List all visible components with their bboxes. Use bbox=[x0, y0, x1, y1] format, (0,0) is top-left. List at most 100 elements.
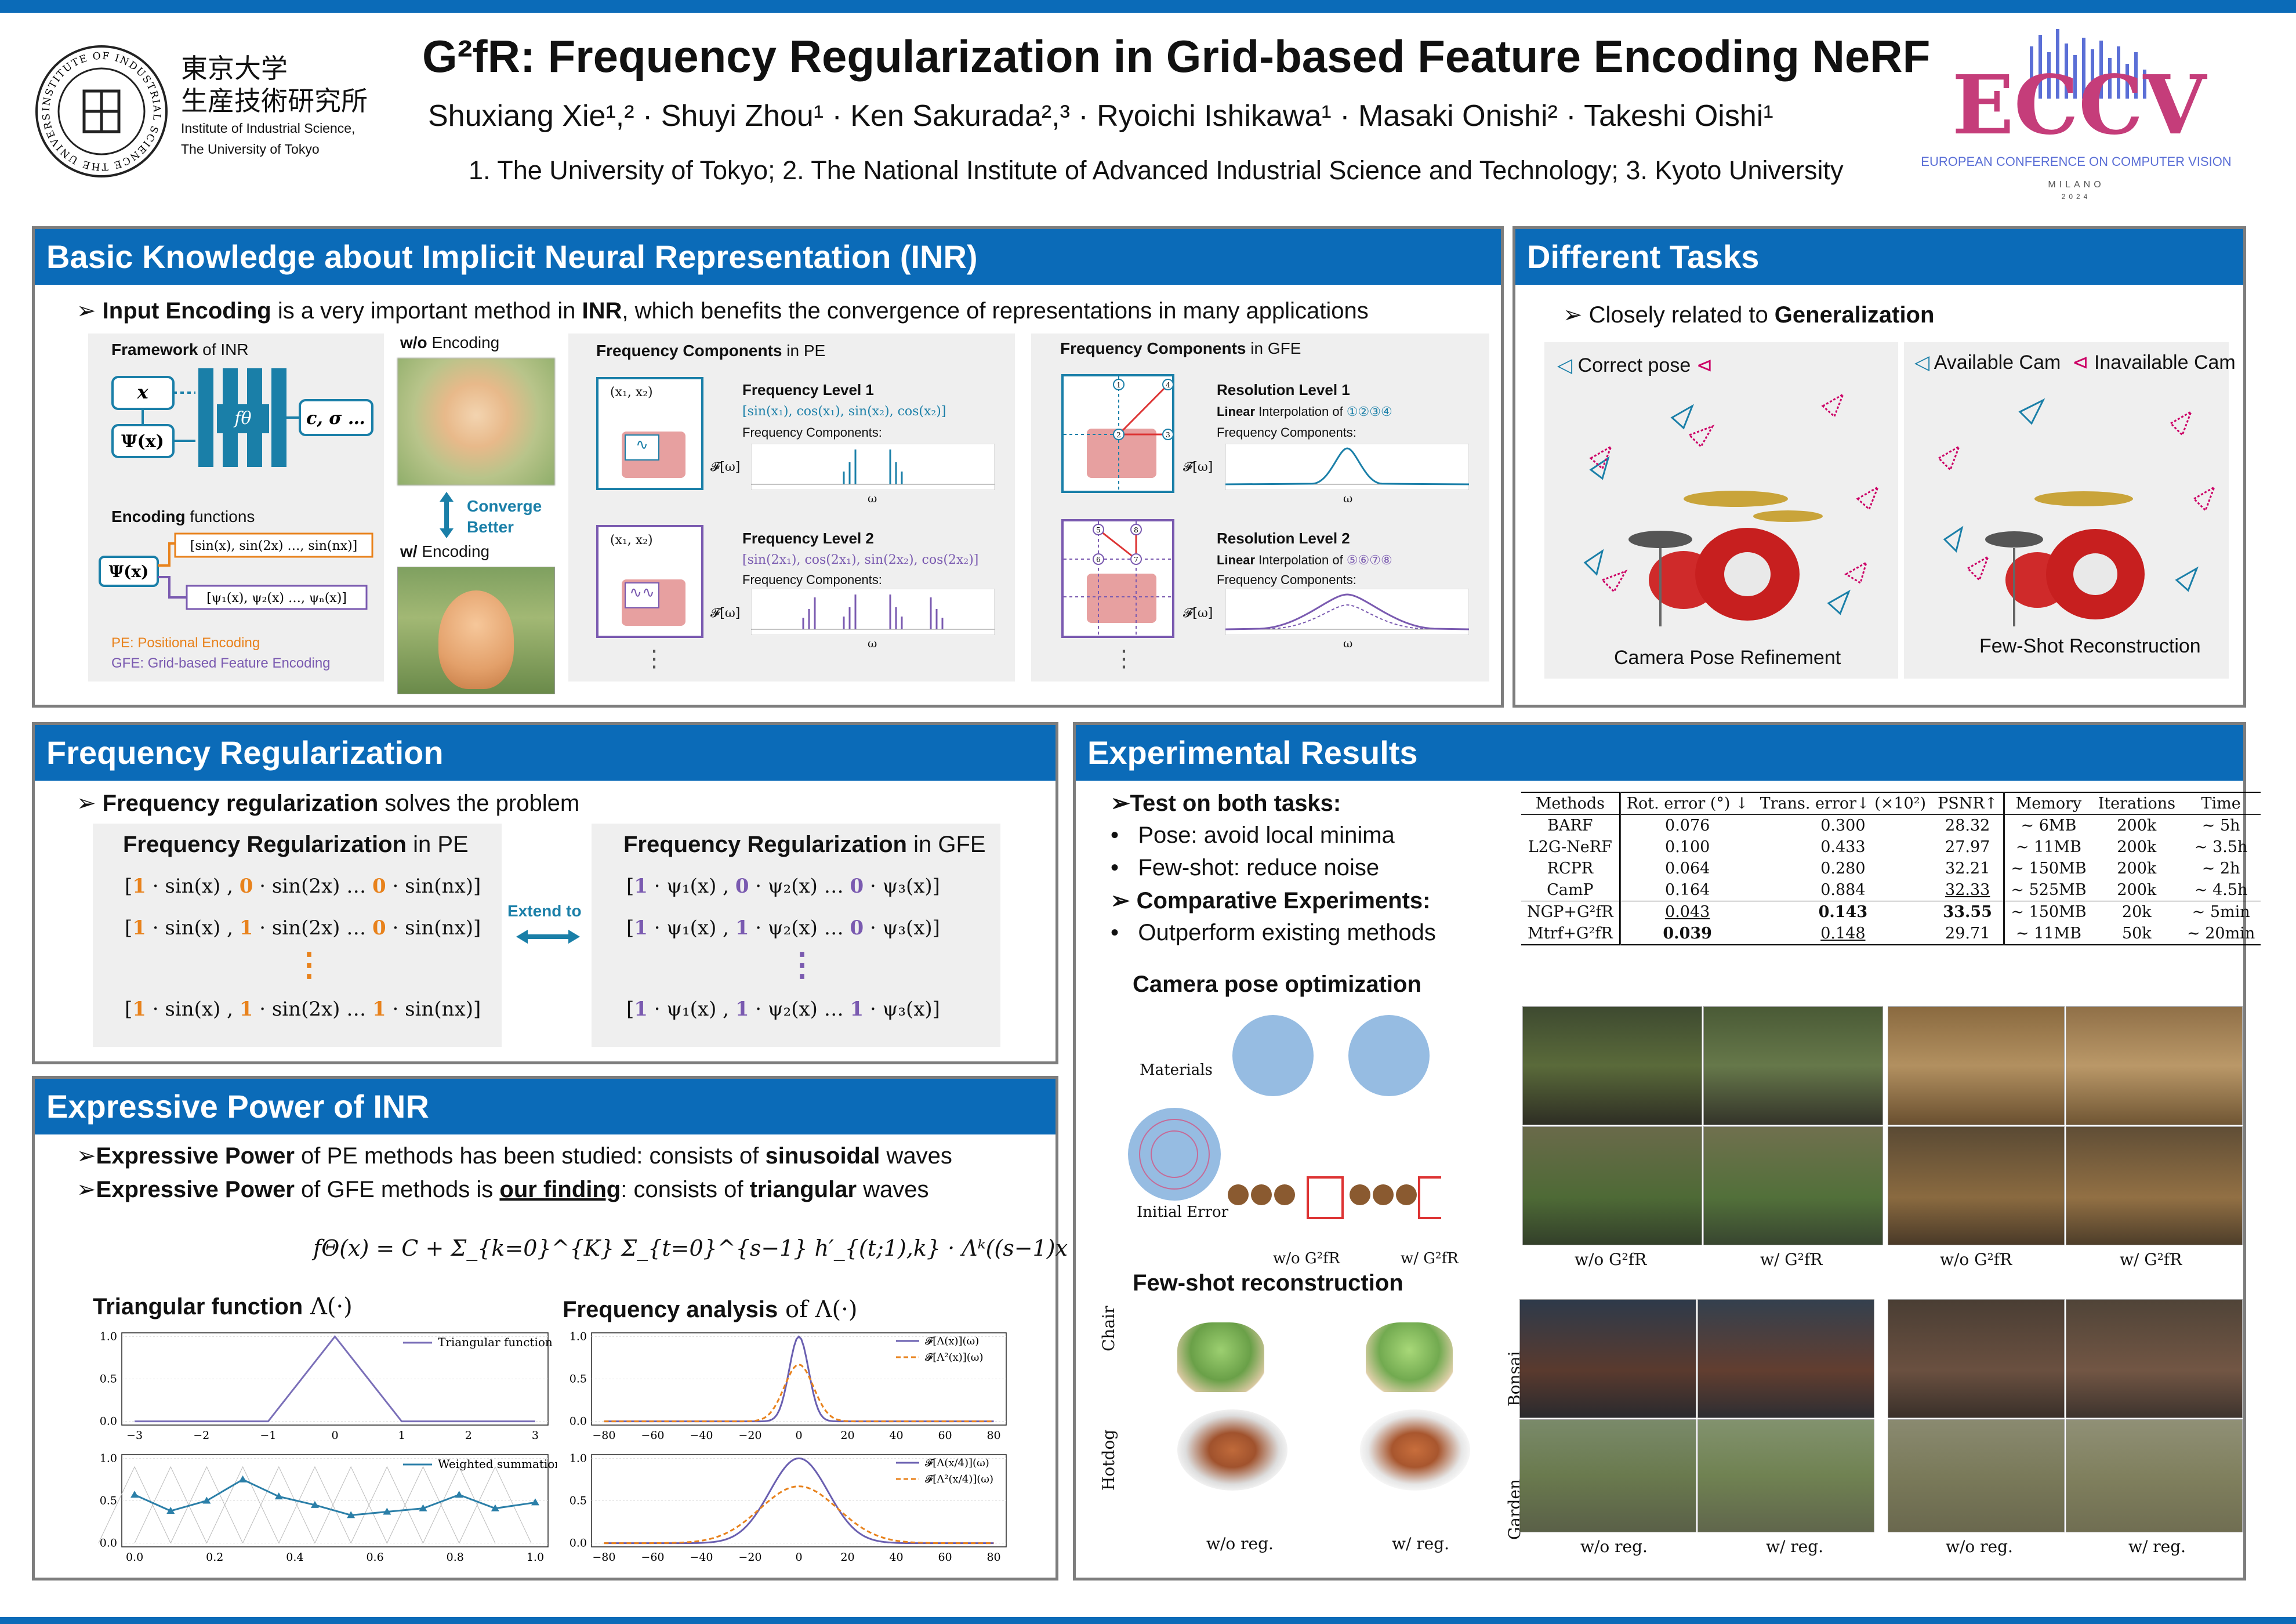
extend-to-label: Extend to bbox=[507, 902, 582, 920]
table-cell: ∼ 5h bbox=[2201, 817, 2240, 835]
data-point bbox=[238, 1475, 247, 1482]
iis-name-en2: The University of Tokyo bbox=[181, 142, 320, 157]
fruit-wo-image bbox=[1888, 1126, 2065, 1245]
pe-level2-image: ∿∿ (x₁, x₂) bbox=[596, 525, 703, 638]
table-cell: Mtrf+G²fR bbox=[1521, 923, 1621, 945]
correct-pose-legend: ◁ Correct pose ⊲ bbox=[1557, 354, 1713, 376]
bottom-bar bbox=[0, 1617, 2296, 1624]
iis-name-jp2: 生産技術研究所 bbox=[181, 85, 368, 117]
sharp-cat-image bbox=[397, 567, 555, 694]
bonsai-4-image bbox=[2066, 1299, 2243, 1418]
table-cell: 0.043 bbox=[1665, 903, 1710, 921]
svg-text:6: 6 bbox=[1096, 556, 1101, 564]
svg-text:3: 3 bbox=[1166, 431, 1170, 439]
freqreg-pe-title: Frequency Regularization in PE bbox=[123, 832, 469, 857]
basis-triangle bbox=[350, 1466, 423, 1543]
freqreg-pe-box: Frequency Regularization in PE [1 · sin(… bbox=[93, 824, 502, 1047]
basis-triangle bbox=[134, 1466, 207, 1543]
table-cell: 0.164 bbox=[1665, 881, 1710, 899]
pe-legend: PE: Positional Encoding bbox=[111, 635, 260, 651]
table-cell: 32.21 bbox=[1932, 858, 2005, 879]
kitchen-w-image bbox=[2066, 1006, 2243, 1125]
blurry-cat-image bbox=[397, 358, 555, 485]
gfe-vdots: ⋮ bbox=[1112, 646, 1136, 672]
table-cell: 200k bbox=[2117, 881, 2157, 899]
data-point bbox=[419, 1504, 427, 1511]
table-cell: L2G-NeRF bbox=[1521, 836, 1621, 858]
hotdog-wo-image bbox=[1177, 1409, 1287, 1491]
gfe-level1-desc: Linear Interpolation of ①②③④ bbox=[1217, 404, 1392, 419]
table-cell: 0.100 bbox=[1665, 838, 1710, 856]
framework-label: Framework of INR bbox=[111, 340, 249, 358]
pe-level1-formula: [sin(x₁), cos(x₁), sin(x₂), cos(x₂)] bbox=[742, 404, 946, 419]
legend-label: 𝓕[Λ²(x)](ω) bbox=[925, 1351, 983, 1364]
gfe-level1-faxis: 𝓕[ω] bbox=[1183, 460, 1213, 474]
framework-box: Framework of INR x Ψ(x) fθ c, σ … Encodi… bbox=[88, 334, 384, 682]
table-cell: BARF bbox=[1521, 814, 1621, 836]
exp-header: Experimental Results bbox=[1076, 725, 2243, 781]
table-cell: 0.143 bbox=[1818, 903, 1868, 921]
top-bar bbox=[0, 0, 2296, 13]
x-tick-label: 2 bbox=[465, 1429, 472, 1442]
svg-text:fθ: fθ bbox=[233, 408, 251, 429]
pe-dots: ⋮ bbox=[293, 946, 325, 983]
y-tick-label: 1.0 bbox=[570, 1330, 587, 1343]
x-tick-label: 60 bbox=[938, 1551, 952, 1564]
eccv-sub: EUROPEAN CONFERENCE ON COMPUTER VISION bbox=[1921, 154, 2232, 169]
inavailable-cam-legend: ⊲ Inavailable Cam bbox=[2072, 351, 2236, 374]
scene-label-4: w/ G²fR bbox=[2120, 1250, 2182, 1269]
basis-triangle bbox=[242, 1466, 315, 1543]
data-point bbox=[531, 1498, 539, 1506]
table-cell: 0.076 bbox=[1665, 817, 1710, 835]
gfe-row-1: [1 · ψ₁(x) , 0 · ψ₂(x) … 0 · ψ₃(x)] bbox=[626, 875, 940, 898]
x-tick-label: −60 bbox=[641, 1429, 664, 1442]
chair-label: Chair bbox=[1099, 1306, 1118, 1352]
svg-text:5: 5 bbox=[1096, 526, 1101, 534]
data-point bbox=[130, 1491, 139, 1498]
pose-refinement-caption: Camera Pose Refinement bbox=[1614, 647, 1841, 669]
gfe-level1-components: Frequency Components: bbox=[1217, 425, 1356, 440]
th-iterations: Iterations bbox=[2098, 795, 2176, 813]
x-tick-label: 80 bbox=[986, 1429, 1000, 1442]
pe-level1-title: Frequency Level 1 bbox=[742, 381, 874, 398]
poster-title: G²fR: Frequency Regularization in Grid-b… bbox=[422, 31, 1931, 82]
gfe-row-3: [1 · ψ₁(x) , 1 · ψ₂(x) … 1 · ψ₃(x)] bbox=[626, 998, 940, 1021]
pe-level2-spectrum bbox=[751, 589, 995, 635]
pe-freq-title: Frequency Components in PE bbox=[596, 342, 826, 360]
svg-text:[sin(x), sin(2x) …, sin(nx)]: [sin(x), sin(2x) …, sin(nx)] bbox=[190, 539, 358, 553]
pe-frequency-box: Frequency Components in PE ∿ (x₁, x₂) Fr… bbox=[568, 334, 1015, 682]
tasks-header: Different Tasks bbox=[1515, 229, 2243, 285]
freqreg-gfe-box: Frequency Regularization in GFE [1 · ψ₁(… bbox=[592, 824, 1000, 1047]
basis-triangle bbox=[423, 1466, 496, 1543]
bonsai-3-image bbox=[1888, 1299, 2065, 1418]
y-tick-label: 0.0 bbox=[570, 1537, 587, 1550]
fruit-w-image bbox=[2066, 1126, 2243, 1245]
x-tick-label: −80 bbox=[592, 1429, 615, 1442]
y-tick-label: 0.5 bbox=[100, 1495, 117, 1507]
table-cell: 28.32 bbox=[1932, 814, 2005, 836]
x-tick-label: −80 bbox=[592, 1551, 615, 1564]
gfe-level1-omega: ω bbox=[1343, 491, 1353, 505]
iis-name-jp1: 東京大学 bbox=[181, 53, 288, 84]
inr-panel: Basic Knowledge about Implicit Neural Re… bbox=[32, 226, 1504, 708]
table-cell: 50k bbox=[2121, 925, 2152, 942]
garden-1-image bbox=[1519, 1419, 1696, 1532]
expr-header: Expressive Power of INR bbox=[35, 1079, 1055, 1134]
frequency-chart-1: 0.0 0.5 1.0 −80 −60 −40 −20 0 20 40 60 80 𝓕[Λ(x)](ω)… bbox=[570, 1330, 1007, 1442]
x-tick-label: −40 bbox=[690, 1551, 713, 1564]
table-cell: ∼ 6MB bbox=[2021, 817, 2077, 835]
table-row: NGP+G²fR 0.043 0.143 33.55 ∼ 150MB 20k ∼ 5min bbox=[1521, 901, 2261, 923]
eccv-logo: ECCV EUROPEAN CONFERENCE ON COMPUTER VIS… bbox=[1914, 23, 2239, 209]
data-point bbox=[491, 1504, 499, 1511]
table-cell: ∼ 11MB bbox=[2015, 925, 2081, 942]
spectrum-line bbox=[604, 1364, 994, 1423]
scene-label-1: w/o G²fR bbox=[1575, 1250, 1647, 1269]
x-tick-label: 0.2 bbox=[206, 1551, 223, 1564]
svg-text:4: 4 bbox=[1166, 381, 1170, 389]
x-tick-label: 0 bbox=[795, 1551, 802, 1564]
table-cell: 32.33 bbox=[1932, 879, 2005, 901]
x-tick-label: 20 bbox=[840, 1429, 854, 1442]
converge-arrow-icon bbox=[440, 492, 454, 538]
scene2-label-3: w/o reg. bbox=[1946, 1537, 2013, 1556]
th-memory: Memory bbox=[2015, 795, 2082, 813]
